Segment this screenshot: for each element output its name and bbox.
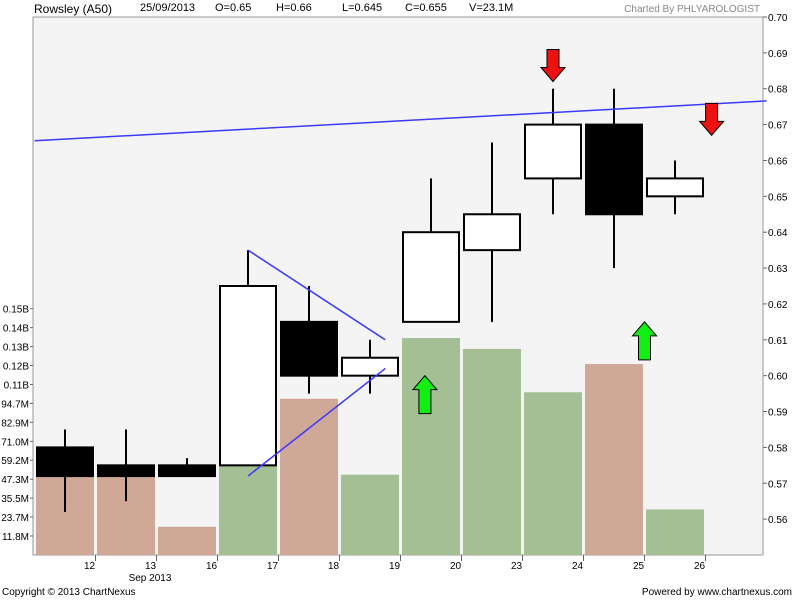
date-tick-label: 23 (511, 561, 523, 572)
date-tick-label: 18 (328, 561, 340, 572)
price-tick-label: 0.65 (768, 192, 788, 203)
volume-bar (158, 526, 216, 555)
price-tick-label: 0.63 (768, 264, 788, 275)
footer-copyright: Copyright © 2013 ChartNexus (2, 587, 136, 598)
volume-bar (463, 348, 521, 555)
volume-tick-label: 0.15B (3, 305, 29, 316)
footer-powered[interactable]: Powered by www.chartnexus.com (641, 587, 792, 598)
volume-tick-label: 47.3M (1, 475, 29, 486)
volume-tick-label: 71.0M (1, 437, 29, 448)
header-volume: V=23.1M (469, 2, 514, 14)
candle-body[interactable] (219, 285, 277, 467)
candle-body[interactable] (646, 177, 704, 198)
volume-tick-label: 35.5M (1, 494, 29, 505)
volume-bar (524, 392, 582, 555)
volume-tick-label: 0.11B (4, 380, 30, 391)
price-tick-label: 0.68 (768, 85, 788, 96)
trendline (247, 249, 386, 341)
date-tick-label: 20 (450, 561, 462, 572)
header-open: O=0.65 (215, 2, 252, 14)
price-tick-label: 0.64 (768, 228, 788, 239)
price-tick-label: 0.61 (768, 336, 788, 347)
price-tick-label: 0.70 (768, 13, 788, 24)
trendline (34, 100, 767, 142)
candle-body[interactable] (36, 446, 94, 478)
date-tick-label: 19 (389, 561, 401, 572)
buy-arrow-icon (411, 374, 438, 415)
date-tick-label: 26 (694, 561, 706, 572)
header-date: 25/09/2013 (140, 2, 196, 14)
price-tick-label: 0.58 (768, 443, 788, 454)
candle-body[interactable] (524, 123, 582, 180)
candle-body[interactable] (280, 320, 338, 377)
candle-body[interactable] (341, 356, 399, 377)
candle-body[interactable] (97, 464, 155, 478)
candle-body[interactable] (158, 464, 216, 478)
buy-arrow-icon (631, 321, 658, 361)
price-tick-label: 0.60 (768, 372, 788, 383)
candle-body[interactable] (402, 231, 460, 323)
volume-tick-label: 94.7M (1, 399, 29, 410)
date-tick-label: 13 (145, 561, 157, 572)
price-tick-label: 0.66 (768, 156, 788, 167)
date-tick-label: 25 (633, 561, 645, 572)
date-tick-label: 16 (206, 561, 218, 572)
price-tick-label: 0.69 (768, 49, 788, 60)
volume-tick-label: 0.14B (3, 324, 29, 335)
chart-credit: Charted By PHLYAROLOGIST (624, 4, 760, 15)
volume-tick-label: 82.9M (1, 418, 29, 429)
volume-bar (646, 509, 704, 555)
volume-bar (402, 338, 460, 555)
date-tick-label: 17 (267, 561, 279, 572)
chart-title: Rowsley (A50) (34, 2, 113, 16)
volume-tick-label: 59.2M (1, 456, 29, 467)
volume-tick-label: 0.12B (3, 362, 29, 373)
price-tick-label: 0.56 (768, 515, 788, 526)
price-tick-label: 0.67 (768, 121, 788, 132)
header-close: C=0.655 (405, 2, 447, 14)
month-label: Sep 2013 (129, 573, 172, 584)
date-tick-label: 12 (84, 561, 96, 572)
header-low: L=0.645 (342, 2, 383, 14)
volume-bar (585, 364, 643, 555)
price-tick-label: 0.57 (768, 479, 788, 490)
trendline (247, 367, 386, 477)
header-high: H=0.66 (276, 2, 312, 14)
candle-body[interactable] (585, 123, 643, 216)
sell-arrow-icon (539, 49, 567, 83)
volume-bar (341, 474, 399, 555)
price-tick-label: 0.59 (768, 408, 788, 419)
volume-tick-label: 11.8M (2, 532, 29, 543)
volume-tick-label: 23.7M (1, 513, 29, 524)
volume-bar (280, 398, 338, 555)
sell-arrow-icon (698, 102, 725, 137)
volume-tick-label: 0.13B (3, 343, 29, 354)
candle-body[interactable] (463, 213, 521, 252)
date-tick-label: 24 (572, 561, 584, 572)
price-tick-label: 0.62 (768, 300, 788, 311)
